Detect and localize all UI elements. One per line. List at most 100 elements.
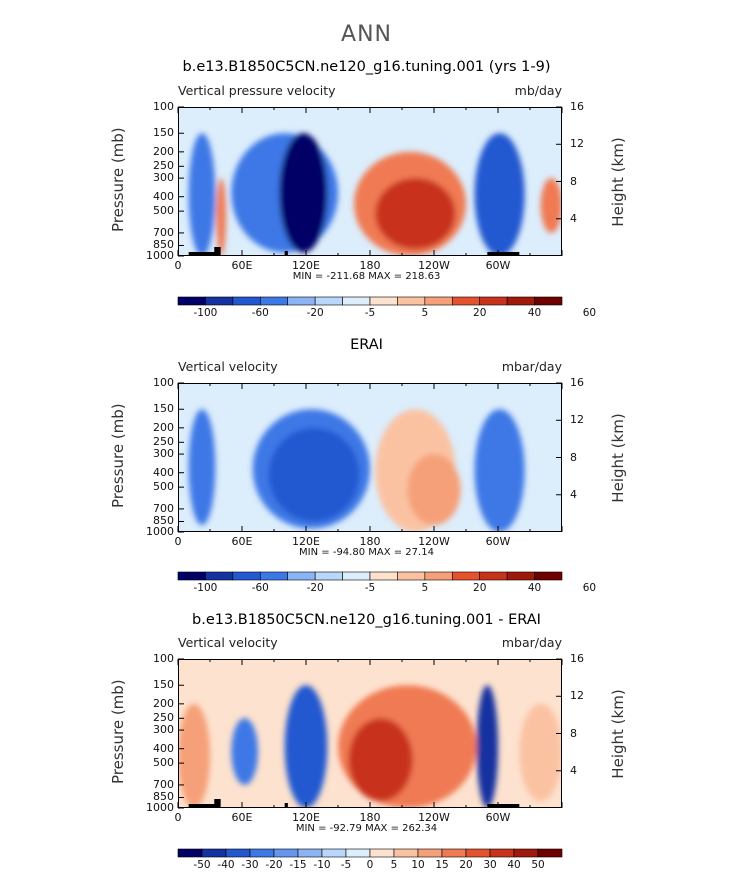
colorbar-tick-label: -60 <box>251 307 269 319</box>
topography-mask <box>487 804 520 808</box>
colorbar-tick-label: -15 <box>289 859 307 871</box>
colorbar-box <box>297 848 323 858</box>
y-tick-label: 100 <box>153 100 174 113</box>
y-tick-label: 1000 <box>146 525 174 538</box>
y-tick-label: 200 <box>153 696 174 710</box>
topography-mask <box>188 804 216 808</box>
y2-axis-label: Height (km) <box>609 688 627 779</box>
field-feature <box>476 685 499 808</box>
colorbar-box <box>537 848 563 858</box>
y-tick-label: 250 <box>153 711 174 725</box>
colorbar-box <box>342 296 371 306</box>
y2-axis-label: Height (km) <box>609 412 627 503</box>
colorbar-tick-label: 10 <box>411 859 425 871</box>
colorbar-box <box>465 848 491 858</box>
field-feature <box>178 703 210 808</box>
y-tick-label: 850 <box>153 238 174 252</box>
height-tick-label: 12 <box>570 413 584 427</box>
colorbar-box <box>369 571 398 581</box>
colorbar-box <box>205 296 234 306</box>
colorbar-box <box>177 571 206 581</box>
y2-axis-label: Height (km) <box>609 136 627 227</box>
variable-label: Vertical pressure velocity <box>178 83 336 98</box>
y-tick-label: 300 <box>153 447 174 461</box>
field-feature <box>474 409 525 532</box>
field-feature <box>231 718 258 785</box>
height-tick-label: 4 <box>570 487 577 501</box>
field-feature <box>279 133 328 253</box>
x-tick-label: 120E <box>292 535 320 548</box>
y-tick-label: 150 <box>153 678 174 692</box>
y-tick-label: 700 <box>153 225 174 239</box>
y-axis-label: Pressure (mb) <box>109 402 127 508</box>
colorbar-tick-label: -20 <box>306 582 324 594</box>
units-label: mbar/day <box>501 635 562 650</box>
y-tick-label: 150 <box>153 402 174 416</box>
colorbar-tick-label: 60 <box>582 307 597 319</box>
colorbar-box <box>397 296 426 306</box>
topography-mask <box>214 247 221 256</box>
colorbar-tick-label: -60 <box>251 582 269 594</box>
colorbar-box <box>451 296 481 306</box>
colorbar-box <box>397 571 426 581</box>
y-tick-label: 150 <box>153 126 174 140</box>
colorbar-box <box>489 848 515 858</box>
colorbar-tick-label: -100 <box>193 307 218 319</box>
y-tick-label: 850 <box>153 514 174 528</box>
height-tick-label: 8 <box>570 450 577 464</box>
colorbar-box <box>369 848 395 858</box>
colorbar-box <box>273 848 299 858</box>
height-tick-label: 12 <box>570 137 584 151</box>
colorbar-tick-label: 5 <box>421 582 429 594</box>
topography-mask <box>487 252 520 256</box>
height-tick-label: 16 <box>570 376 584 390</box>
cross-section-plot <box>177 106 563 257</box>
colorbar-box <box>321 848 347 858</box>
colorbar-box <box>424 296 453 306</box>
colorbar-box <box>369 296 398 306</box>
colorbar-box <box>232 296 261 306</box>
x-tick-label: 0 <box>174 811 182 824</box>
panel-title: b.e13.B1850C5CN.ne120_g16.tuning.001 (yr… <box>182 59 551 75</box>
panel-title: ERAI <box>350 337 383 353</box>
colorbar-box <box>424 571 453 581</box>
field-feature <box>268 427 360 522</box>
colorbar-box <box>506 571 535 581</box>
variable-label: Vertical velocity <box>178 635 278 650</box>
field-feature <box>474 133 525 256</box>
y-tick-label: 200 <box>153 420 174 434</box>
height-tick-label: 8 <box>570 174 577 188</box>
colorbar-tick-label: -5 <box>364 582 376 594</box>
x-tick-label: 60W <box>485 535 511 548</box>
min-max-label: MIN = -211.68 MAX = 218.63 <box>292 271 441 282</box>
colorbar-tick-label: -5 <box>340 859 352 871</box>
height-tick-label: 4 <box>570 763 577 777</box>
colorbar-box <box>479 571 508 581</box>
field-feature <box>407 454 461 526</box>
colorbar-tick-label: -40 <box>217 859 235 871</box>
colorbar <box>177 571 563 581</box>
field-feature <box>284 685 328 808</box>
topography-mask <box>214 799 221 808</box>
height-tick-label: 16 <box>570 652 584 666</box>
colorbar-box <box>393 848 419 858</box>
y-tick-label: 500 <box>153 204 174 218</box>
colorbar-box <box>342 571 371 581</box>
height-tick-label: 8 <box>570 726 577 740</box>
y-tick-label: 500 <box>153 756 174 770</box>
colorbar-tick-label: 20 <box>473 307 487 319</box>
y-tick-label: 500 <box>153 480 174 494</box>
colorbar <box>177 848 563 858</box>
colorbar-tick-label: 40 <box>527 582 542 594</box>
colorbar-tick-label: 0 <box>366 859 374 871</box>
x-tick-label: 0 <box>174 259 182 272</box>
y-tick-label: 100 <box>153 376 174 389</box>
colorbar-box <box>314 296 343 306</box>
colorbar-box <box>534 571 563 581</box>
colorbar-tick-label: 5 <box>390 859 398 871</box>
colorbar-box <box>513 848 539 858</box>
field-feature <box>519 703 562 802</box>
height-tick-label: 12 <box>570 689 584 703</box>
y-tick-label: 400 <box>153 189 174 203</box>
field-feature <box>188 409 216 526</box>
